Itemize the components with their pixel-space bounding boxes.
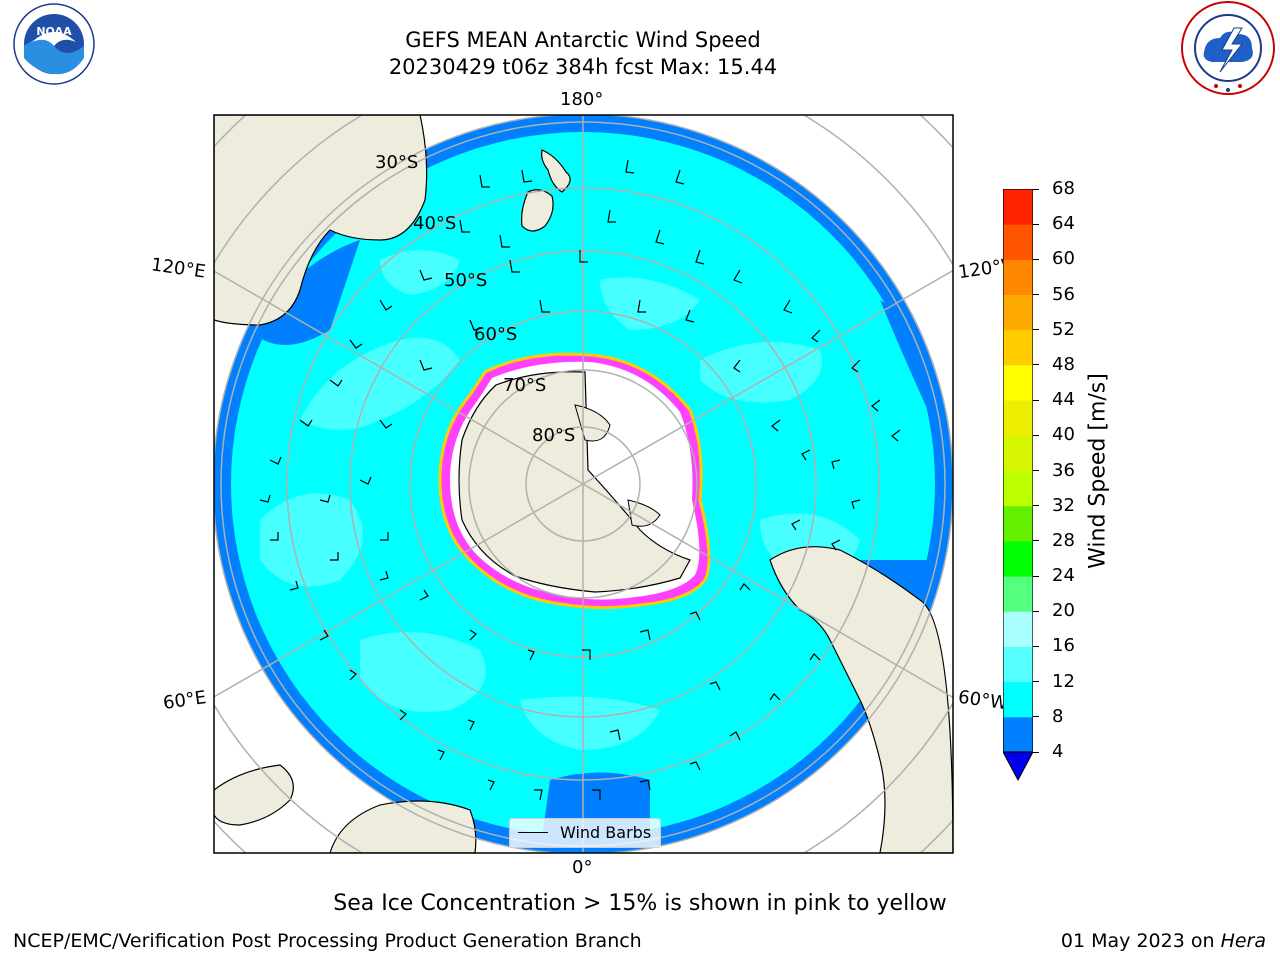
colorbar-tick-label: 60 <box>1052 248 1075 270</box>
colorbar-tick-mark <box>1033 399 1039 401</box>
colorbar-tick-label: 40 <box>1052 424 1075 446</box>
colorbar-band <box>1003 224 1033 260</box>
colorbar-tick-mark <box>1033 329 1039 331</box>
mid-wind-patches <box>260 250 860 750</box>
lat-label-30s: 30°S <box>375 152 419 173</box>
colorbar-tick-mark <box>1033 223 1039 225</box>
colorbar-tick-label: 68 <box>1052 178 1075 199</box>
colorbar-tick-label: 28 <box>1052 529 1075 551</box>
lat-label-50s: 50°S <box>444 270 488 291</box>
wind-barbs <box>259 159 901 801</box>
colorbar-tick-mark <box>1033 505 1039 507</box>
colorbar-tick-label: 36 <box>1052 459 1075 481</box>
colorbar-band <box>1003 611 1033 647</box>
colorbar-tick-mark <box>1033 434 1039 436</box>
colorbar-tick-mark <box>1033 294 1039 296</box>
noaa-logo: NOAA <box>2 2 106 86</box>
colorbar-tick-label: 12 <box>1052 670 1075 692</box>
colorbar-tick-label: 32 <box>1052 494 1075 516</box>
graticule <box>214 115 953 853</box>
colorbar-tick-mark <box>1033 751 1039 753</box>
noaa-logo-text: NOAA <box>36 25 72 38</box>
title-line-1: GEFS MEAN Antarctic Wind Speed <box>405 28 761 52</box>
colorbar-band <box>1003 470 1033 507</box>
colorbar-tick-mark <box>1033 188 1039 190</box>
colorbar-tick-label: 16 <box>1052 635 1075 657</box>
map-frame <box>213 114 954 854</box>
lon-label-top: 180° <box>560 89 604 110</box>
colorbar-band <box>1003 364 1033 401</box>
legend-label: Wind Barbs <box>560 823 652 842</box>
colorbar-band <box>1003 400 1033 436</box>
colorbar-tick-label: 4 <box>1052 741 1064 762</box>
east-antarctica <box>458 371 691 593</box>
title-line-2: 20230429 t06z 384h fcst Max: 15.44 <box>388 55 778 79</box>
colorbar-band <box>1003 329 1033 366</box>
colorbar <box>1002 188 1034 782</box>
colorbar-tick-mark <box>1033 258 1039 260</box>
colorbar-tick-mark <box>1033 716 1039 718</box>
colorbar-tick-label: 56 <box>1052 283 1075 305</box>
colorbar-band <box>1003 540 1033 577</box>
antarctica <box>438 352 711 610</box>
lon-label-bottom: 0° <box>572 857 593 878</box>
lat-label-40s: 40°S <box>413 213 457 234</box>
colorbar-band <box>1003 576 1033 612</box>
footer-date-text: 01 May 2023 on <box>1060 930 1221 952</box>
legend: Wind Barbs <box>509 818 661 848</box>
colorbar-tick-label: 48 <box>1052 353 1075 375</box>
lat-label-70s: 70°S <box>503 375 547 396</box>
colorbar-tick-label: 64 <box>1052 213 1075 235</box>
colorbar-band <box>1003 716 1033 753</box>
colorbar-tick-mark <box>1033 681 1039 683</box>
colorbar-band <box>1003 259 1033 296</box>
colorbar-tick-mark <box>1033 364 1039 366</box>
nws-logo <box>1176 0 1280 100</box>
footer-machine: Hera <box>1220 930 1266 952</box>
colorbar-band <box>1003 505 1033 542</box>
colorbar-band <box>1003 646 1033 683</box>
legend-line-swatch <box>518 832 548 833</box>
colorbar-scale <box>1002 188 1034 782</box>
colorbar-band <box>1003 681 1033 718</box>
colorbar-tick-label: 52 <box>1052 318 1075 340</box>
colorbar-tick-mark <box>1033 645 1039 647</box>
colorbar-label: Wind Speed [m/s] <box>1085 373 1111 569</box>
sea-ice-caption: Sea Ice Concentration > 15% is shown in … <box>333 891 947 916</box>
colorbar-band <box>1003 435 1033 471</box>
colorbar-band <box>1003 189 1033 225</box>
lat-label-60s: 60°S <box>474 324 518 345</box>
footer-date: 01 May 2023 on Hera <box>1061 930 1266 952</box>
colorbar-tick-mark <box>1033 610 1039 612</box>
colorbar-tick-mark <box>1033 540 1039 542</box>
colorbar-tick-mark <box>1033 470 1039 471</box>
land-masses <box>214 115 953 853</box>
lat-label-80s: 80°S <box>532 425 576 446</box>
colorbar-tick-label: 20 <box>1052 600 1075 622</box>
colorbar-band <box>1003 294 1033 331</box>
colorbar-tick-mark <box>1033 575 1039 577</box>
colorbar-tick-label: 44 <box>1052 389 1075 411</box>
colorbar-tick-label: 24 <box>1052 565 1075 587</box>
footer-branch: NCEP/EMC/Verification Post Processing Pr… <box>13 930 642 952</box>
colorbar-tick-label: 8 <box>1052 705 1064 727</box>
